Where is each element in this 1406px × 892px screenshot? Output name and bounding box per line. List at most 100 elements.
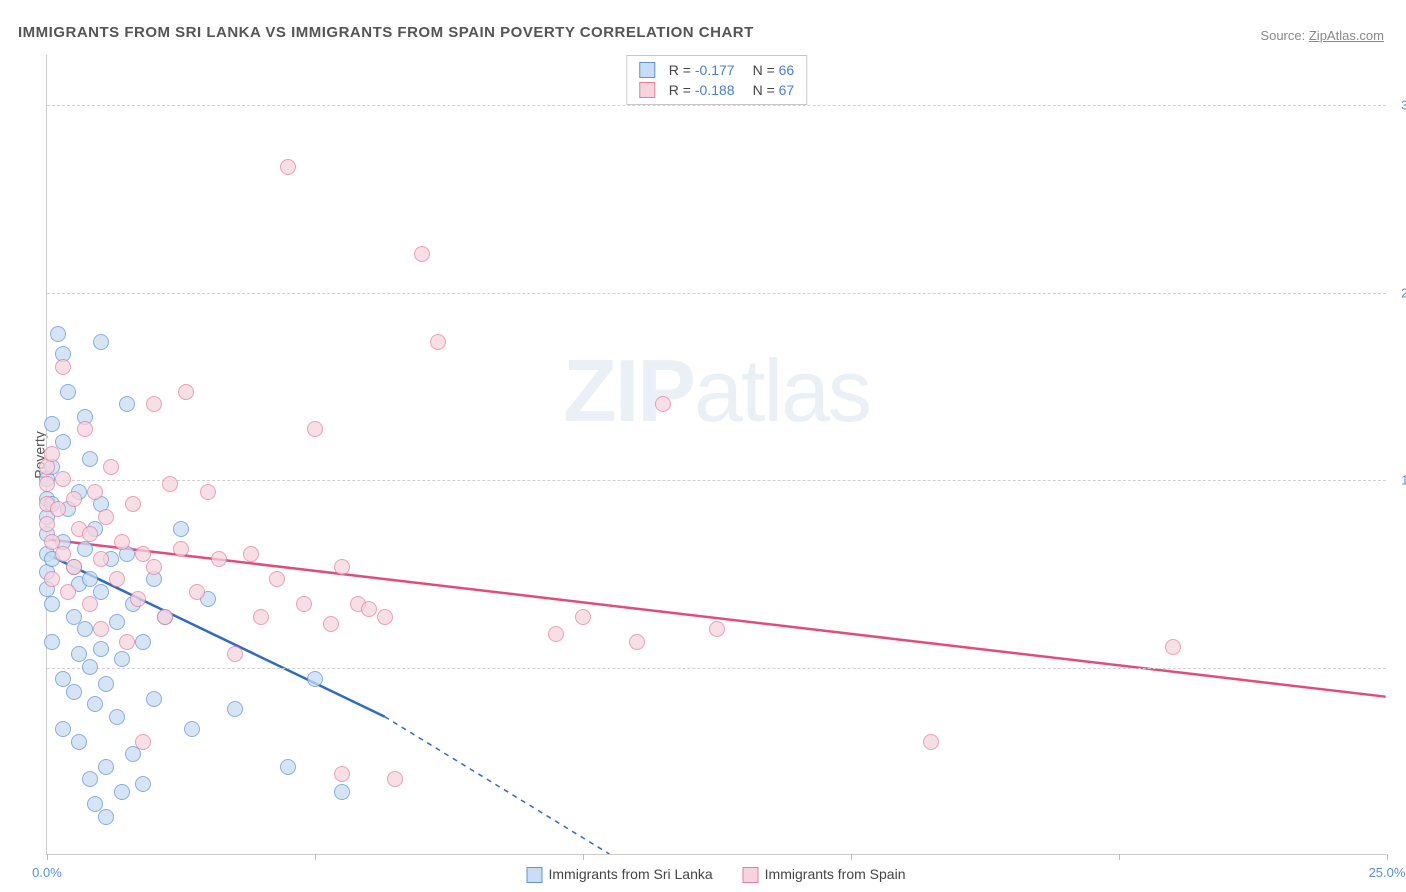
source-link[interactable]: ZipAtlas.com [1309, 28, 1384, 43]
legend-swatch [527, 867, 543, 883]
scatter-point [135, 734, 151, 750]
scatter-point [93, 334, 109, 350]
legend-row: R = -0.188 N = 67 [639, 80, 794, 100]
scatter-point [430, 334, 446, 350]
scatter-point [50, 326, 66, 342]
scatter-point [55, 471, 71, 487]
scatter-point [146, 559, 162, 575]
n-stat: N = 67 [753, 82, 795, 98]
scatter-point [377, 609, 393, 625]
x-tick [315, 854, 316, 860]
scatter-point [44, 596, 60, 612]
scatter-point [60, 584, 76, 600]
scatter-point [71, 734, 87, 750]
scatter-point [575, 609, 591, 625]
scatter-point [1165, 639, 1181, 655]
source-attribution: Source: ZipAtlas.com [1260, 28, 1384, 43]
scatter-point [334, 766, 350, 782]
x-tick [1119, 854, 1120, 860]
scatter-point [77, 621, 93, 637]
scatter-point [184, 721, 200, 737]
scatter-point [44, 634, 60, 650]
scatter-point [146, 691, 162, 707]
chart-title: IMMIGRANTS FROM SRI LANKA VS IMMIGRANTS … [18, 24, 754, 41]
scatter-point [98, 809, 114, 825]
scatter-point [253, 609, 269, 625]
scatter-point [93, 551, 109, 567]
r-stat: R = -0.177 [669, 62, 735, 78]
scatter-point [414, 246, 430, 262]
scatter-point [307, 671, 323, 687]
scatter-point [50, 501, 66, 517]
scatter-point [44, 446, 60, 462]
gridline [47, 668, 1386, 669]
legend-swatch [743, 867, 759, 883]
x-tick [583, 854, 584, 860]
scatter-point [334, 559, 350, 575]
scatter-point [39, 516, 55, 532]
series-legend: Immigrants from Sri LankaImmigrants from… [527, 866, 906, 883]
scatter-point [93, 641, 109, 657]
scatter-point [178, 384, 194, 400]
scatter-point [157, 609, 173, 625]
gridline [47, 105, 1386, 106]
scatter-point [125, 746, 141, 762]
scatter-point [82, 596, 98, 612]
y-tick-label: 15.0% [1401, 473, 1406, 488]
scatter-point [60, 384, 76, 400]
scatter-point [114, 534, 130, 550]
scatter-point [548, 626, 564, 642]
scatter-point [227, 701, 243, 717]
scatter-point [66, 491, 82, 507]
scatter-point [130, 591, 146, 607]
scatter-point [269, 571, 285, 587]
correlation-legend: R = -0.177 N = 66 R = -0.188 N = 67 [626, 55, 807, 105]
legend-swatch [639, 62, 655, 78]
scatter-point [173, 541, 189, 557]
scatter-point [82, 526, 98, 542]
scatter-point [109, 709, 125, 725]
legend-item: Immigrants from Sri Lanka [527, 866, 713, 883]
scatter-point [82, 659, 98, 675]
scatter-point [87, 484, 103, 500]
scatter-point [655, 396, 671, 412]
n-stat: N = 66 [753, 62, 795, 78]
watermark: ZIPatlas [563, 340, 870, 442]
scatter-point [280, 159, 296, 175]
scatter-point [296, 596, 312, 612]
plot-area: ZIPatlas R = -0.177 N = 66 R = -0.188 N = 6… [46, 55, 1386, 855]
scatter-point [200, 484, 216, 500]
scatter-point [98, 676, 114, 692]
scatter-point [87, 696, 103, 712]
x-tick [47, 854, 48, 860]
x-tick-label: 25.0% [1369, 865, 1406, 880]
x-tick [851, 854, 852, 860]
scatter-point [77, 541, 93, 557]
scatter-point [387, 771, 403, 787]
scatter-point [307, 421, 323, 437]
scatter-point [82, 771, 98, 787]
legend-label: Immigrants from Sri Lanka [549, 866, 713, 882]
scatter-point [923, 734, 939, 750]
chart-container: Poverty ZIPatlas R = -0.177N = 66R = -0.… [46, 55, 1386, 855]
gridline [47, 480, 1386, 481]
scatter-point [119, 396, 135, 412]
scatter-point [77, 421, 93, 437]
scatter-point [629, 634, 645, 650]
scatter-point [44, 571, 60, 587]
r-stat: R = -0.188 [669, 82, 735, 98]
scatter-point [93, 621, 109, 637]
scatter-point [227, 646, 243, 662]
scatter-point [173, 521, 189, 537]
scatter-point [135, 634, 151, 650]
scatter-point [323, 616, 339, 632]
scatter-point [119, 634, 135, 650]
legend-swatch [639, 82, 655, 98]
scatter-point [243, 546, 259, 562]
scatter-point [103, 459, 119, 475]
source-label: Source: [1260, 28, 1305, 43]
scatter-point [189, 584, 205, 600]
scatter-point [361, 601, 377, 617]
scatter-point [66, 684, 82, 700]
scatter-point [98, 759, 114, 775]
